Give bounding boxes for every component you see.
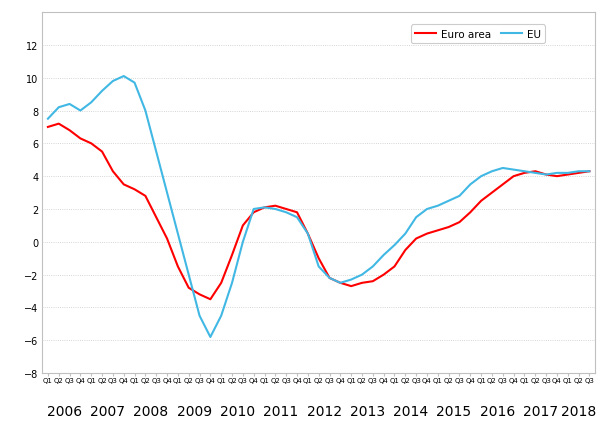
Euro area bbox=[423, 231, 430, 237]
EU bbox=[207, 335, 214, 340]
Euro area bbox=[575, 171, 582, 176]
Line: Euro area: Euro area bbox=[48, 125, 589, 299]
Legend: Euro area, EU: Euro area, EU bbox=[410, 26, 546, 44]
Euro area bbox=[239, 223, 246, 228]
EU bbox=[228, 280, 236, 286]
Euro area bbox=[55, 122, 63, 127]
Euro area bbox=[207, 297, 214, 302]
Line: EU: EU bbox=[48, 77, 589, 337]
Euro area bbox=[456, 220, 463, 225]
Euro area bbox=[44, 125, 52, 130]
EU bbox=[456, 194, 463, 199]
EU bbox=[174, 231, 181, 237]
EU bbox=[120, 74, 127, 79]
EU bbox=[44, 117, 52, 122]
Euro area bbox=[228, 253, 236, 258]
EU bbox=[586, 169, 593, 174]
Euro area bbox=[586, 169, 593, 174]
EU bbox=[239, 240, 246, 245]
EU bbox=[575, 169, 582, 174]
EU bbox=[423, 207, 430, 212]
Euro area bbox=[174, 264, 181, 270]
